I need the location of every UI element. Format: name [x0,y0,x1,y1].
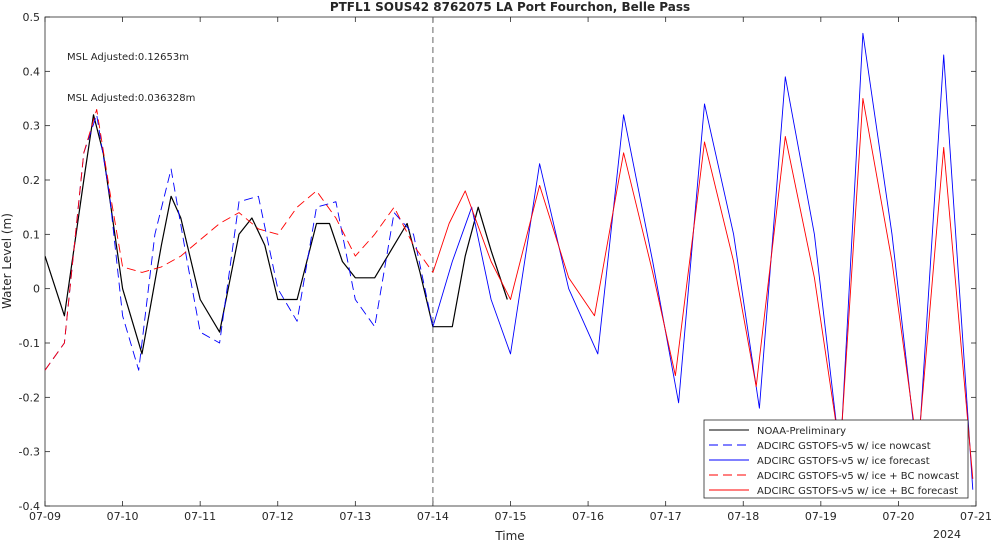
legend-label: NOAA-Preliminary [757,426,846,437]
y-tick-label: 0.2 [23,174,41,187]
legend-label: ADCIRC GSTOFS-v5 w/ ice + BC forecast [757,486,958,497]
y-tick-label: -0.4 [19,500,40,513]
y-tick-label: 0.4 [23,65,41,78]
x-tick-label: 07-11 [184,510,216,523]
x-tick-label: 07-13 [339,510,371,523]
y-tick-label: 0.5 [23,11,41,24]
series-line-3 [432,32,974,490]
y-axis-label: Water Level (m) [0,213,14,309]
y-tick-label: 0.1 [23,228,41,241]
y-tick-label: 0.3 [23,120,41,133]
x-tick-label: 07-17 [650,510,682,523]
x-tick-label: 07-20 [882,510,914,523]
series-line-4 [45,108,434,371]
x-tick-label: 07-09 [29,510,61,523]
legend-label: ADCIRC GSTOFS-v5 w/ ice + BC nowcast [757,471,959,482]
y-axis-ticks: -0.4 -0.3 -0.2 -0.1 0 0.1 0.2 0.3 0.4 0.5 [19,11,976,513]
series-line-2 [45,114,434,371]
y-tick-label: -0.1 [19,337,40,350]
x-tick-label: 07-15 [495,510,527,523]
chart-title: PTFL1 SOUS42 8762075 LA Port Fourchon, B… [330,0,690,14]
series-line-5 [432,98,974,479]
x-axis-ticks: 07-09 07-10 07-11 07-12 07-13 07-14 07-15 07-16… [29,17,992,523]
y-tick-label: -0.3 [19,446,40,459]
msl-adjusted-red-annotation: MSL Adjusted:0.036328m [67,93,195,104]
x-axis-year-label: 2024 [933,528,961,541]
y-tick-label: -0.2 [19,391,40,404]
x-tick-label: 07-14 [417,510,449,523]
legend-label: ADCIRC GSTOFS-v5 w/ ice nowcast [757,441,931,452]
x-tick-label: 07-19 [805,510,837,523]
x-tick-label: 07-16 [572,510,604,523]
y-tick-label: 0 [33,283,40,296]
legend-label: ADCIRC GSTOFS-v5 w/ ice forecast [757,456,930,467]
msl-adjusted-blue-annotation: MSL Adjusted:0.12653m [67,52,189,63]
x-axis-label: Time [494,529,524,541]
x-tick-label: 07-10 [107,510,139,523]
legend-items: NOAA-Preliminary ADCIRC GSTOFS-v5 w/ ice … [709,426,959,497]
x-tick-label: 07-12 [262,510,294,523]
legend: NOAA-Preliminary ADCIRC GSTOFS-v5 w/ ice … [703,419,969,499]
x-tick-label: 07-18 [727,510,759,523]
x-tick-label: 07-21 [960,510,992,523]
series-layer [45,32,974,490]
legend-box [703,419,969,499]
